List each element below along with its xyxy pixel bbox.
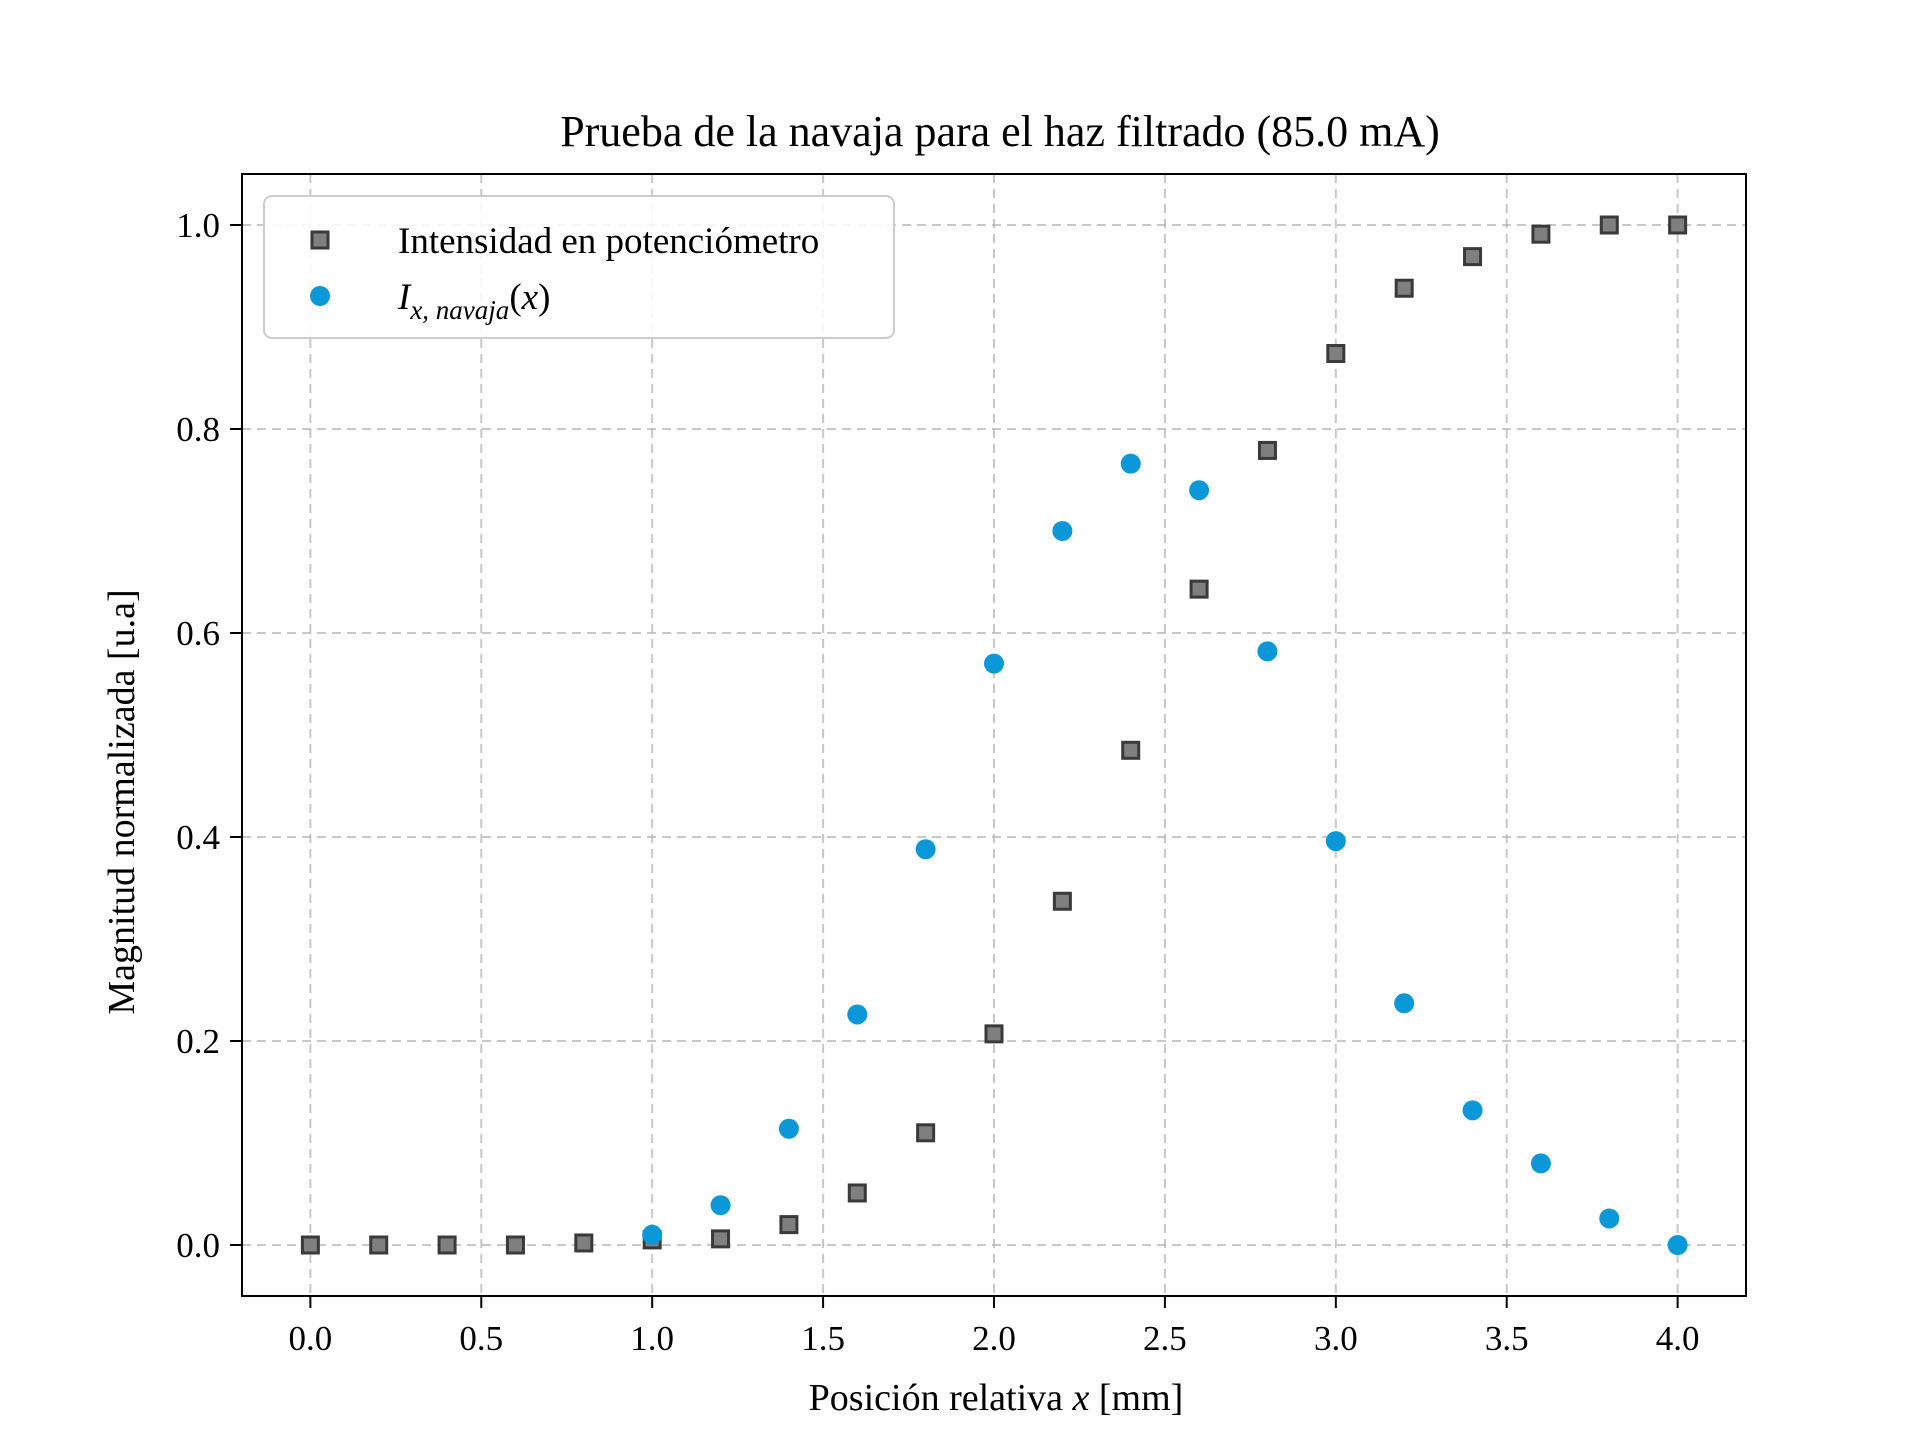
y-tick-label: 0.8 bbox=[176, 410, 220, 449]
series-2 bbox=[642, 453, 1688, 1255]
square-point bbox=[437, 1235, 457, 1255]
circle-point bbox=[1120, 453, 1141, 474]
circle-point bbox=[1667, 1235, 1688, 1255]
square-point bbox=[1599, 215, 1619, 235]
circle-point bbox=[710, 1195, 731, 1216]
x-tick-label: 2.5 bbox=[1143, 1319, 1187, 1358]
x-tick-label: 0.0 bbox=[288, 1319, 332, 1358]
legend-entry-label: Intensidad en potenciómetro bbox=[398, 221, 819, 262]
square-point bbox=[505, 1235, 525, 1255]
axis-ticks: 0.0 0.5 1.0 1.5 2.0 2.5 3.0 3.5 4.0 0.0 0.2 0.4 0.6 0… bbox=[176, 206, 1699, 1358]
legend-square-marker bbox=[310, 230, 330, 250]
legend-entry-label: Ix, navaja(x) bbox=[397, 277, 550, 325]
y-tick-label: 0.2 bbox=[176, 1022, 220, 1061]
square-point bbox=[984, 1024, 1004, 1044]
x-tick-label: 4.0 bbox=[1656, 1319, 1700, 1358]
square-point bbox=[1394, 278, 1414, 298]
square-point bbox=[711, 1229, 731, 1249]
x-tick-label: 2.0 bbox=[972, 1319, 1016, 1358]
x-tick-label: 3.0 bbox=[1314, 1319, 1358, 1358]
data-marks bbox=[300, 215, 1688, 1255]
square-point bbox=[1531, 224, 1551, 244]
circle-point bbox=[915, 839, 936, 860]
circle-point bbox=[1462, 1100, 1483, 1121]
legend-box bbox=[263, 195, 895, 339]
circle-point bbox=[1052, 521, 1073, 541]
series-1 bbox=[300, 215, 1688, 1255]
circle-point bbox=[778, 1118, 799, 1139]
x-tick-label: 3.5 bbox=[1485, 1319, 1529, 1358]
circle-point bbox=[984, 653, 1004, 674]
square-point bbox=[1189, 579, 1209, 599]
y-tick-label: 0.0 bbox=[176, 1226, 220, 1265]
square-point bbox=[1463, 247, 1483, 267]
square-point bbox=[847, 1183, 867, 1203]
square-point bbox=[300, 1235, 320, 1255]
legend: Intensidad en potenciómetro Ix, navaja(x) bbox=[263, 195, 895, 339]
circle-point bbox=[1257, 641, 1278, 662]
x-tick-label: 1.5 bbox=[801, 1319, 845, 1358]
circle-point bbox=[1599, 1208, 1620, 1229]
x-tick-label: 1.0 bbox=[630, 1319, 674, 1358]
x-axis-label: Posición relativa x [mm] bbox=[809, 1377, 1184, 1419]
circle-point bbox=[1394, 993, 1415, 1014]
circle-point bbox=[847, 1004, 868, 1025]
y-tick-label: 0.6 bbox=[176, 614, 220, 653]
square-point bbox=[1052, 891, 1072, 911]
circle-point bbox=[1325, 831, 1346, 852]
square-point bbox=[574, 1233, 594, 1253]
square-point bbox=[1121, 740, 1141, 760]
legend-circle-marker bbox=[310, 286, 330, 306]
y-tick-label: 0.4 bbox=[176, 818, 220, 857]
y-axis-label: Magnitud normalizada [u.a] bbox=[101, 589, 143, 1014]
circle-point bbox=[642, 1224, 663, 1245]
chart-title: Prueba de la navaja para el haz filtrado… bbox=[560, 107, 1440, 156]
circle-point bbox=[1189, 480, 1210, 501]
square-point bbox=[779, 1215, 799, 1235]
square-point bbox=[1326, 344, 1346, 364]
square-point bbox=[369, 1235, 389, 1255]
x-tick-label: 0.5 bbox=[459, 1319, 503, 1358]
square-point bbox=[1668, 215, 1688, 235]
square-point bbox=[1257, 440, 1277, 460]
circle-point bbox=[1530, 1153, 1551, 1174]
square-point bbox=[916, 1123, 936, 1143]
y-tick-label: 1.0 bbox=[176, 206, 220, 245]
